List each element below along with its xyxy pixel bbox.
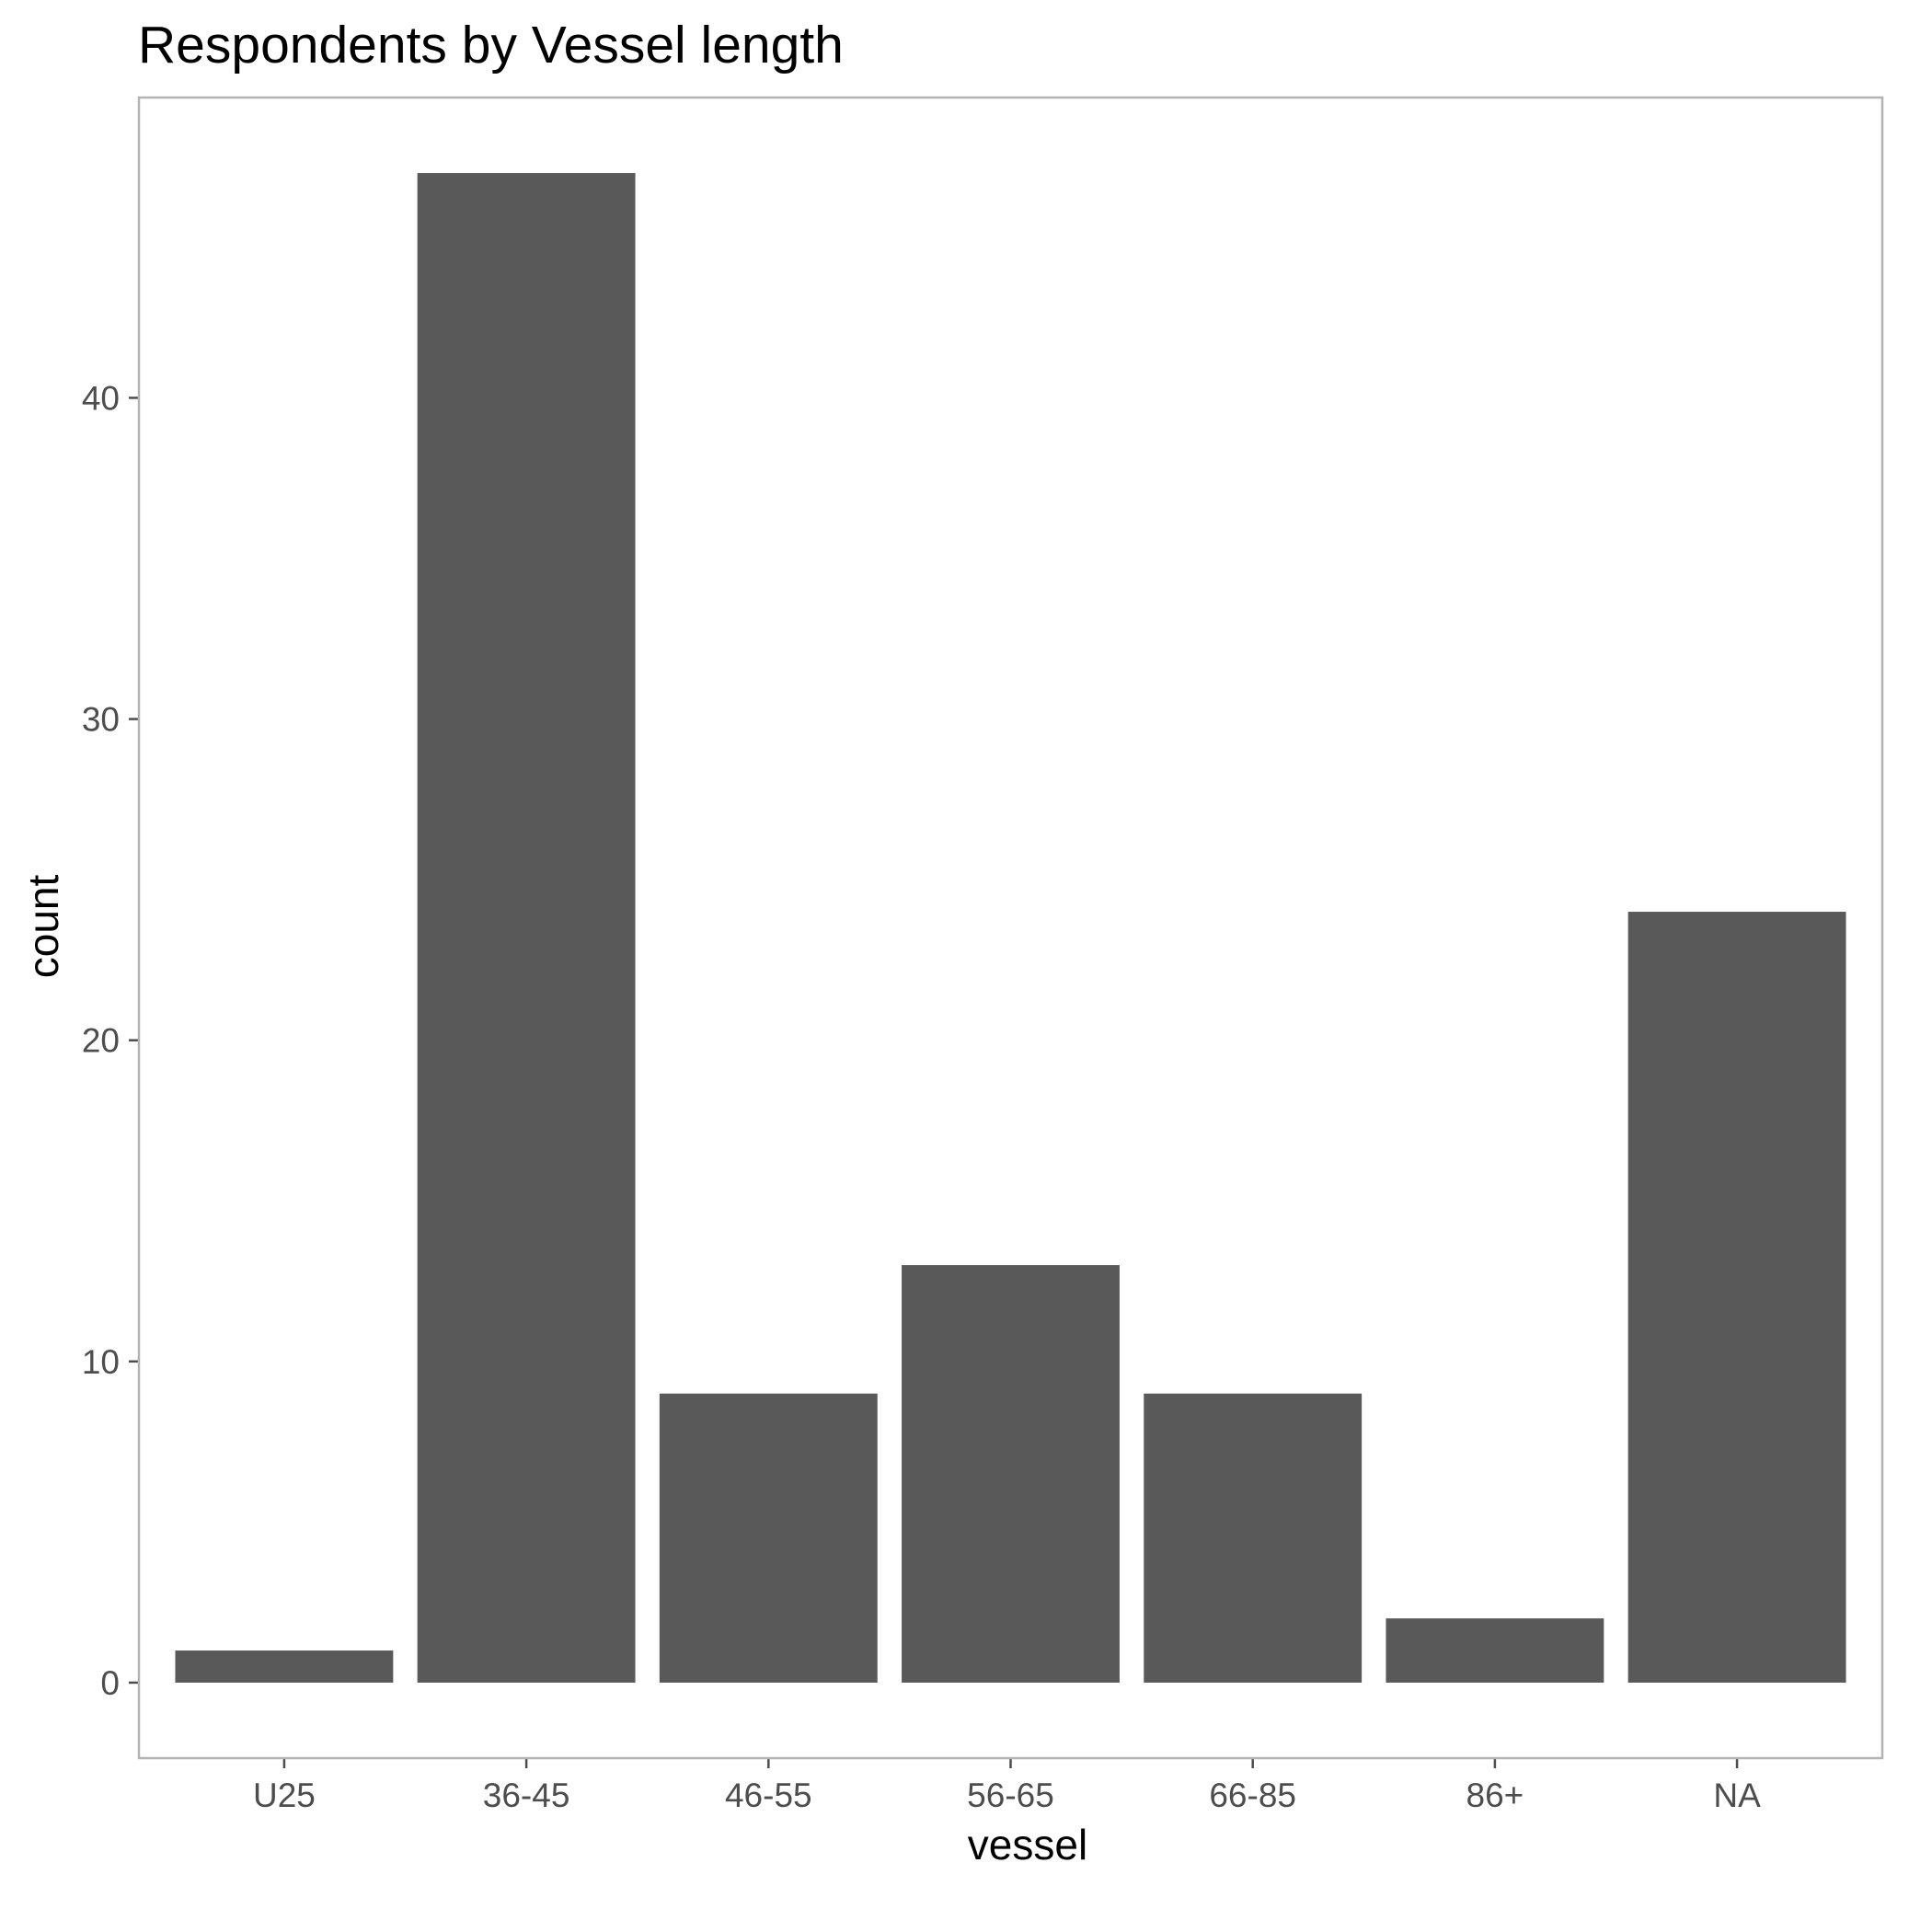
x-axis: U25 36-45 46-55 56-65 66-85 86+ NA	[253, 1758, 1761, 1814]
x-tick-label: 46-55	[725, 1777, 812, 1814]
y-axis: 0 10 20 30 40	[82, 379, 139, 1702]
y-axis-title: count	[19, 875, 67, 979]
x-tick-label: NA	[1713, 1777, 1761, 1814]
x-tick-label: 66-85	[1209, 1777, 1296, 1814]
bar-86-	[1386, 1618, 1604, 1683]
chart-title: Respondents by Vessel length	[138, 16, 844, 75]
bar-na	[1627, 912, 1846, 1683]
y-tick-label: 30	[82, 701, 120, 739]
x-tick-label: U25	[253, 1777, 316, 1814]
bar-66-85	[1144, 1393, 1363, 1683]
bar-36-45	[417, 173, 636, 1683]
x-tick-label: 86+	[1466, 1777, 1524, 1814]
x-tick-label: 56-65	[967, 1777, 1054, 1814]
x-tick-label: 36-45	[483, 1777, 570, 1814]
bar-u25	[175, 1650, 394, 1683]
y-tick-label: 10	[82, 1343, 120, 1381]
y-tick-label: 0	[100, 1664, 120, 1702]
panel-border	[137, 96, 1884, 1760]
y-tick-label: 20	[82, 1022, 120, 1060]
bar-46-55	[659, 1393, 878, 1683]
y-tick-label: 40	[82, 379, 120, 417]
x-axis-title: vessel	[968, 1821, 1087, 1869]
bar-56-65	[902, 1265, 1120, 1683]
bars-group	[175, 173, 1846, 1683]
